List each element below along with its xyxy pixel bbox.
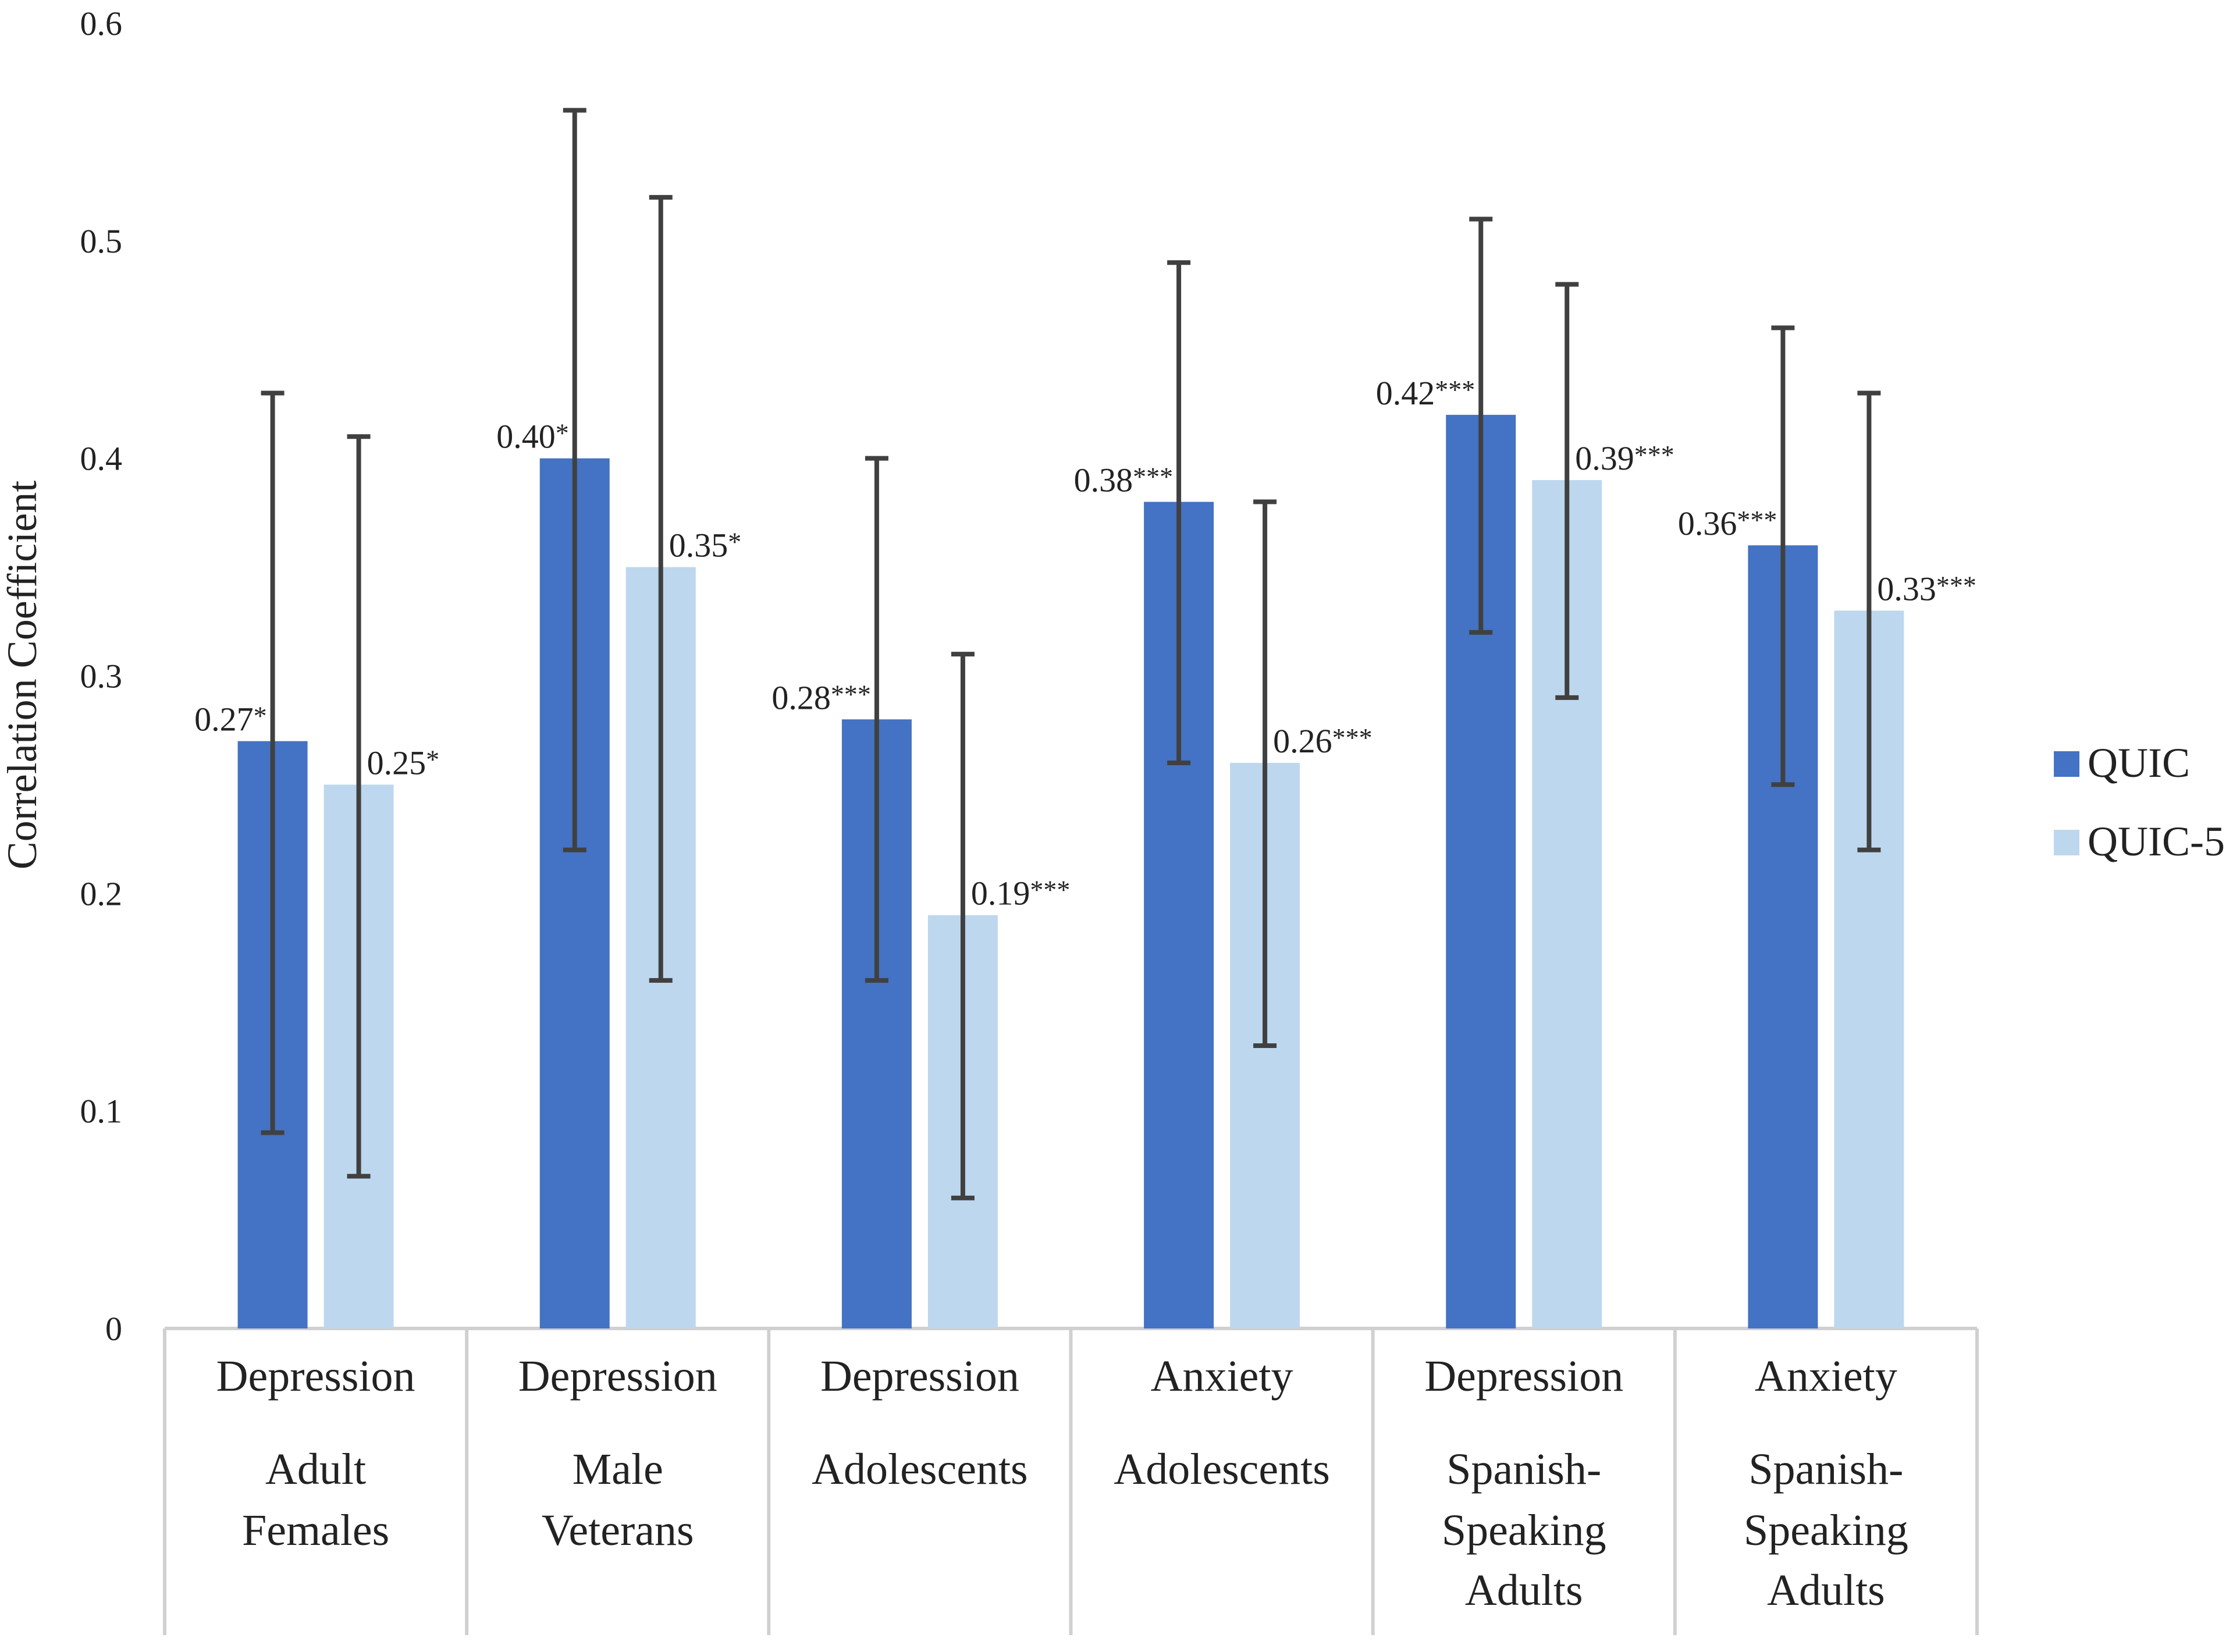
category-label: Depression [820, 1352, 1019, 1401]
legend-item: QUIC-5 [2054, 818, 2225, 865]
category-label: Depression [518, 1352, 717, 1401]
data-label: 0.28*** [771, 678, 871, 716]
y-tick-label: 0.3 [80, 658, 123, 695]
category-label: Adults [1465, 1566, 1583, 1615]
error-bar [261, 390, 285, 1135]
y-tick-label: 0.6 [80, 5, 123, 42]
data-label: 0.27* [194, 701, 267, 738]
data-label: 0.33*** [1877, 570, 1976, 607]
data-label: 0.25* [367, 744, 440, 781]
error-bar [951, 652, 975, 1200]
category-label: Veterans [542, 1506, 694, 1555]
error-bar [1167, 260, 1191, 766]
data-label: 0.38*** [1074, 461, 1174, 499]
data-label: 0.26*** [1273, 722, 1373, 760]
data-label: 0.35* [669, 527, 742, 564]
data-label: 0.40* [496, 418, 569, 456]
error-bar [649, 195, 673, 983]
category-label: Male [573, 1445, 663, 1494]
category-label: Spanish- [1446, 1445, 1601, 1494]
error-bar [1771, 325, 1795, 787]
data-label: 0.42*** [1376, 374, 1475, 412]
data-labels-group: 0.27*0.40*0.28***0.38***0.42***0.36***0.… [194, 374, 1976, 912]
data-label: 0.36*** [1678, 505, 1777, 542]
error-bars-group [261, 108, 1881, 1200]
category-label: Speaking [1442, 1506, 1606, 1555]
category-label: Adults [1767, 1566, 1885, 1615]
category-label: Depression [1424, 1352, 1623, 1401]
legend-swatch [2054, 830, 2079, 855]
x-axis: Depression Adult Females Depression Male Vete… [163, 1327, 1979, 1635]
legend-label: QUIC [2088, 740, 2190, 786]
category-label: Adult [265, 1445, 366, 1494]
legend-swatch [2054, 751, 2079, 777]
category-label: Anxiety [1151, 1352, 1293, 1401]
y-tick-label: 0.4 [80, 440, 123, 478]
error-bar [865, 456, 888, 983]
category-label: Depression [216, 1352, 415, 1401]
category-label: Anxiety [1755, 1352, 1897, 1401]
category-label: Females [242, 1506, 389, 1555]
error-bar [1253, 499, 1277, 1049]
error-bar [563, 108, 586, 852]
y-tick-label: 0.1 [80, 1092, 123, 1130]
legend-label: QUIC-5 [2088, 818, 2225, 865]
y-tick-label: 0.2 [80, 875, 123, 912]
bars-group [237, 414, 1904, 1329]
category-label: Adolescents [1114, 1445, 1329, 1494]
legend-item: QUIC [2054, 740, 2190, 786]
y-tick-label: 0.5 [80, 222, 123, 260]
y-axis: 0 0.1 0.2 0.3 0.4 0.5 0.6 [80, 5, 123, 1348]
error-bar [1857, 390, 1881, 852]
category-label: Speaking [1744, 1506, 1908, 1555]
category-label: Adolescents [812, 1445, 1027, 1494]
error-bar [1469, 216, 1493, 635]
error-bar [347, 434, 371, 1179]
data-label: 0.19*** [971, 875, 1071, 912]
legend: QUIC QUIC-5 [2054, 740, 2225, 865]
y-tick-label: 0 [105, 1310, 122, 1348]
error-bar [1555, 282, 1579, 700]
data-label: 0.39*** [1575, 439, 1674, 477]
y-axis-title: Correlation Coefficient [0, 481, 45, 869]
category-label: Spanish- [1748, 1445, 1903, 1494]
